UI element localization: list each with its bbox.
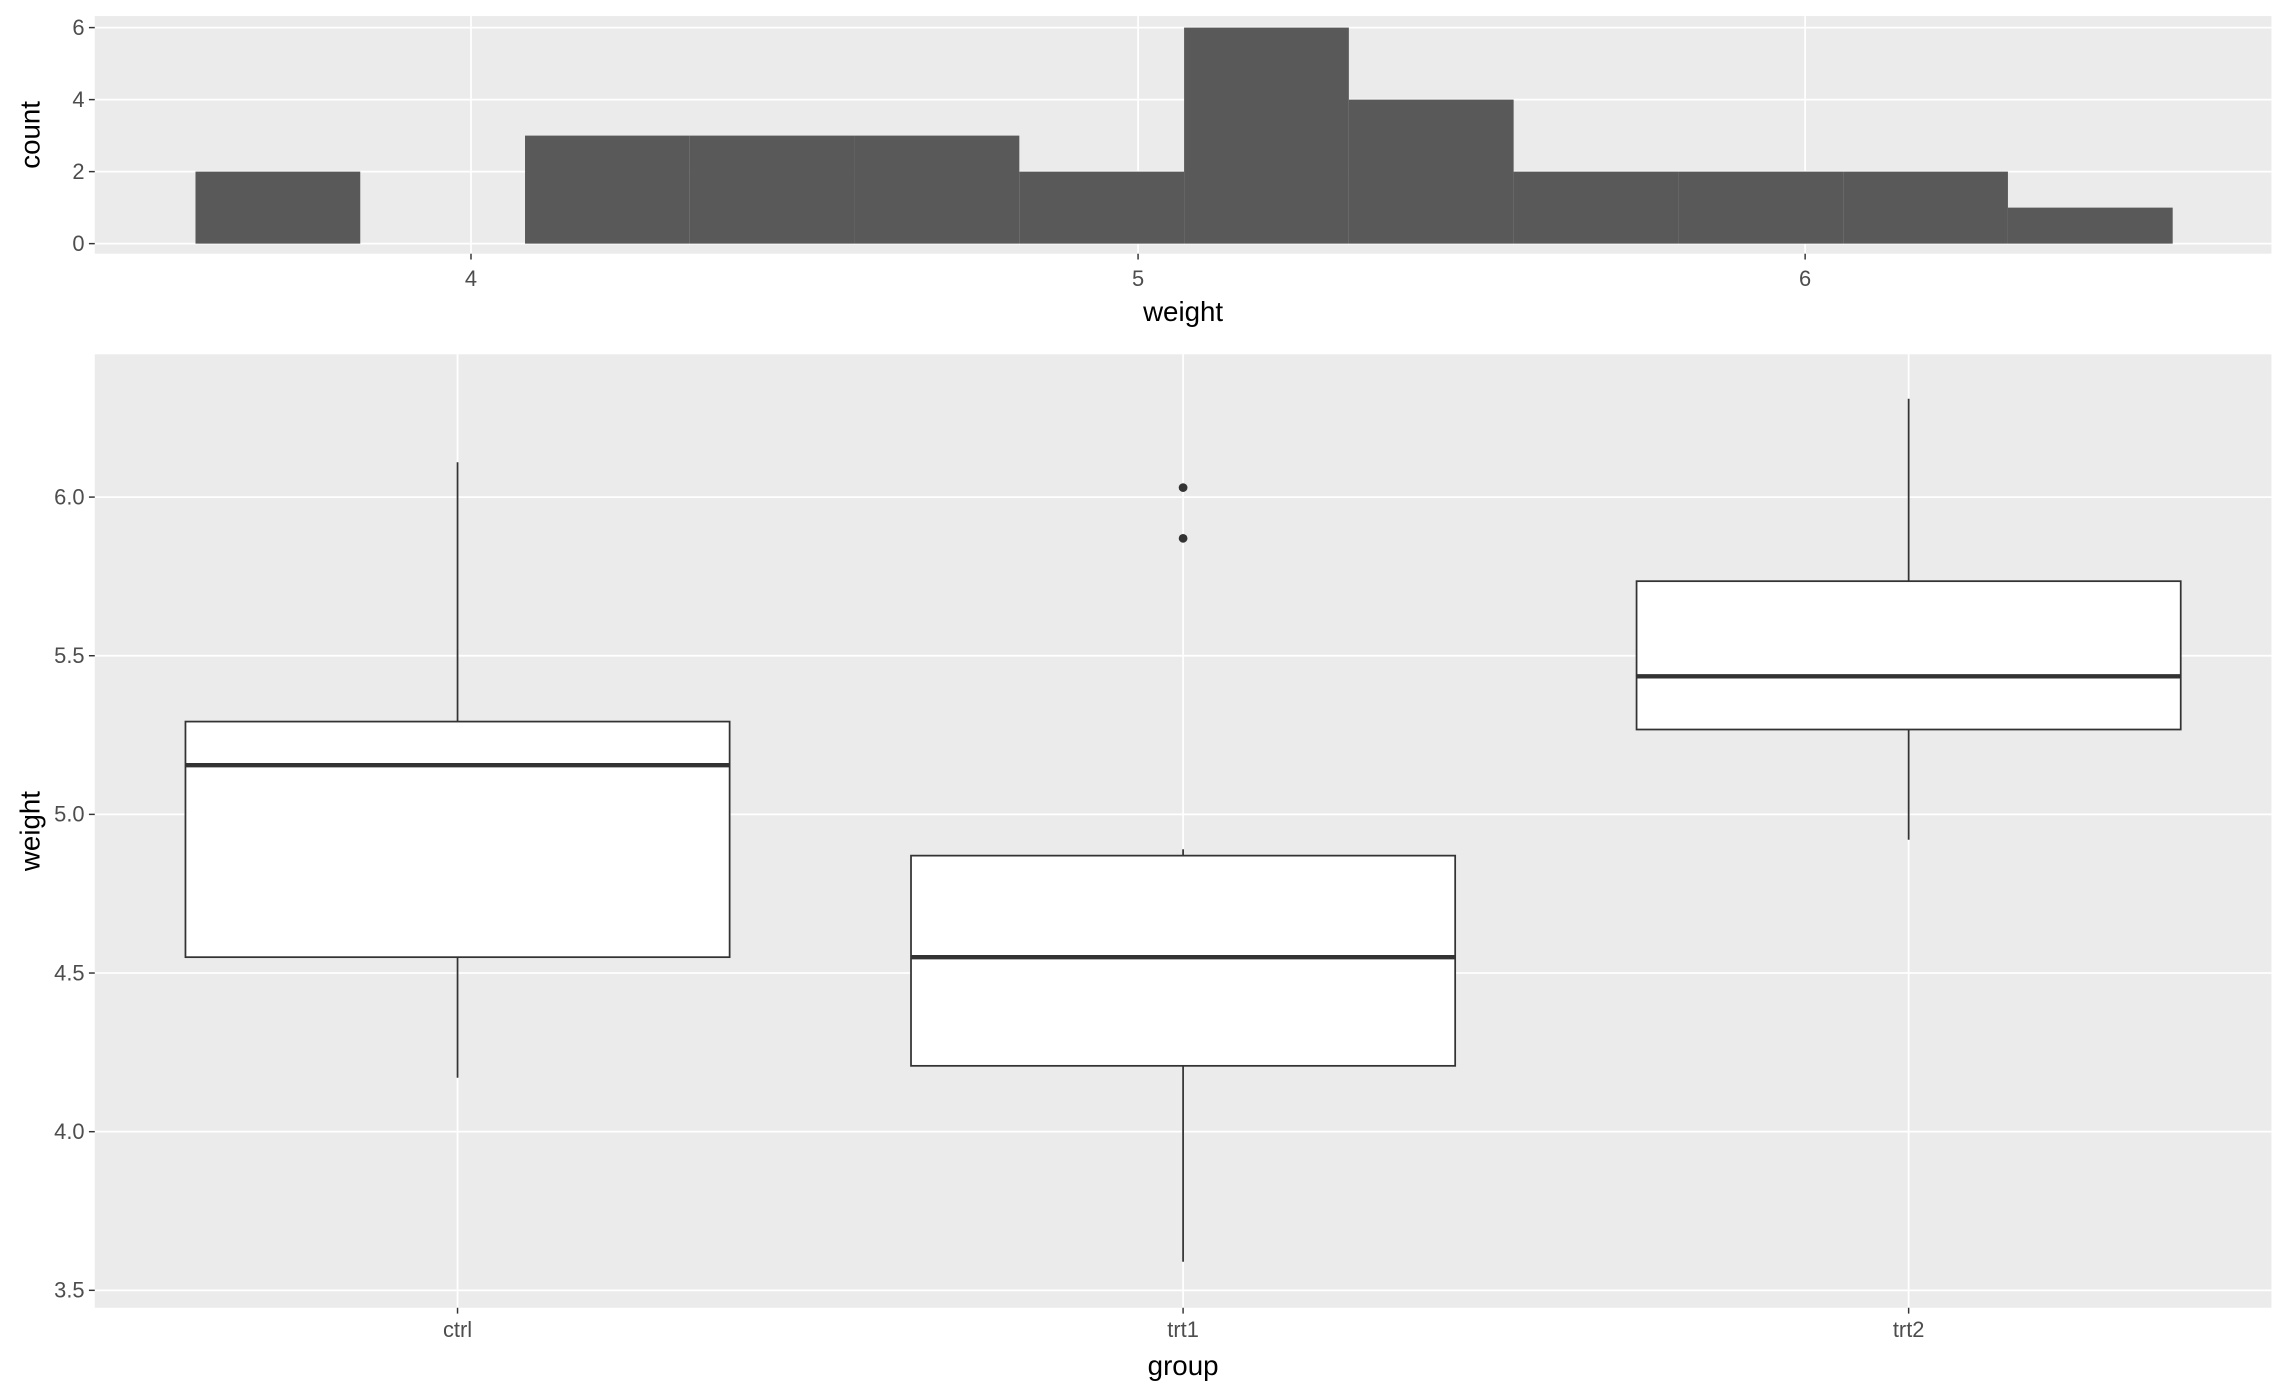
y-axis-title: weight bbox=[14, 791, 45, 872]
y-tick-label: 3.5 bbox=[54, 1278, 84, 1303]
histogram-bar bbox=[1184, 27, 1349, 244]
histogram-bar bbox=[1678, 171, 1844, 244]
y-axis-title: count bbox=[14, 101, 45, 169]
x-tick-label: trt2 bbox=[1893, 1317, 1925, 1342]
y-tick-label: 5.5 bbox=[54, 643, 84, 668]
x-tick-label: trt1 bbox=[1167, 1317, 1199, 1342]
histogram-bar bbox=[2007, 207, 2173, 244]
y-tick-label: 2 bbox=[72, 159, 84, 184]
histogram-bar bbox=[195, 171, 361, 244]
x-tick-label: 6 bbox=[1799, 266, 1811, 291]
box bbox=[184, 720, 731, 959]
y-tick-label: 6.0 bbox=[54, 484, 84, 509]
histogram-bar bbox=[689, 135, 855, 244]
outlier bbox=[1178, 483, 1188, 492]
x-axis-title: group bbox=[1148, 1350, 1219, 1381]
box bbox=[910, 854, 1457, 1067]
outlier bbox=[1178, 533, 1188, 543]
y-tick-label: 6 bbox=[72, 15, 84, 40]
y-tick-label: 4.0 bbox=[54, 1119, 84, 1144]
x-tick-label: ctrl bbox=[443, 1317, 472, 1342]
x-tick-label: 4 bbox=[465, 266, 477, 291]
histogram-bar bbox=[1513, 171, 1679, 244]
y-tick-label: 0 bbox=[72, 231, 84, 256]
histogram-bar bbox=[1843, 171, 2008, 244]
y-tick-label: 4.5 bbox=[54, 960, 84, 985]
histogram-bar bbox=[1348, 99, 1514, 244]
histogram-bar bbox=[854, 135, 1020, 244]
y-tick-label: 4 bbox=[72, 87, 84, 112]
y-tick-label: 5.0 bbox=[54, 802, 84, 827]
box bbox=[1635, 580, 2182, 731]
histogram-bar bbox=[1019, 171, 1185, 244]
x-tick-label: 5 bbox=[1132, 266, 1144, 291]
histogram-bar bbox=[525, 135, 690, 244]
x-axis-title: weight bbox=[1142, 296, 1223, 327]
